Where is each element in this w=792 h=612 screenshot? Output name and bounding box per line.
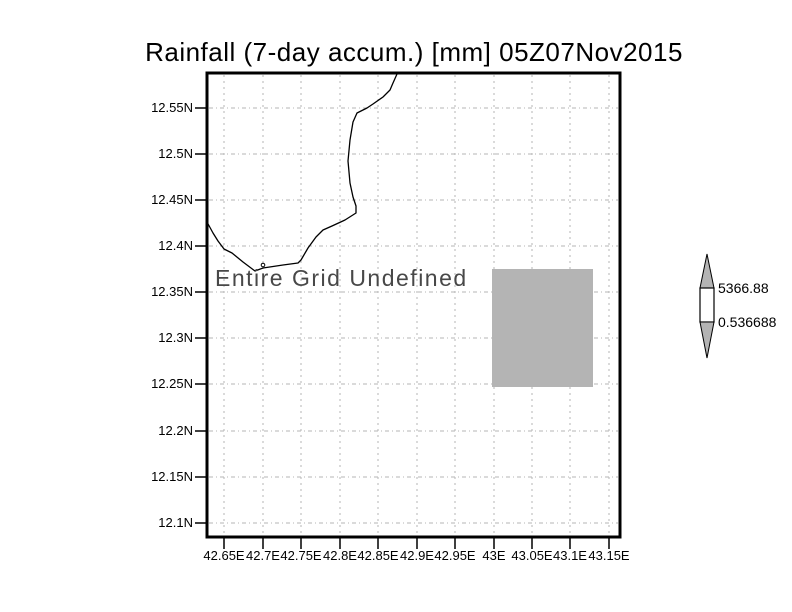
colorbar-min-label: 0.536688: [718, 314, 777, 330]
lon-tick-label: 42.65E: [203, 548, 245, 563]
lat-tick-label: 12.55N: [151, 100, 193, 115]
islet-marker: [260, 262, 266, 268]
coastline: [206, 73, 398, 272]
lon-tick-label: 43.05E: [511, 548, 553, 563]
colorbar-upper-arrow: [699, 253, 715, 289]
lat-tick-label: 12.4N: [158, 238, 193, 253]
undefined-notice: Entire Grid Undefined: [215, 265, 468, 291]
plot-title: Rainfall (7-day accum.) [mm] 05Z07Nov201…: [145, 37, 683, 67]
lon-tick-label: 42.85E: [357, 548, 399, 563]
lat-tick-label: 12.15N: [151, 469, 193, 484]
colorbar: [699, 253, 715, 359]
lat-tick-label: 12.5N: [158, 146, 193, 161]
colorbar-body: [699, 287, 715, 323]
shaded-data-region: [492, 269, 593, 387]
lon-tick-label: 42.75E: [280, 548, 322, 563]
colorbar-lower-arrow: [699, 321, 715, 359]
lon-tick-label: 42.8E: [323, 548, 357, 563]
lon-tick-label: 42.7E: [246, 548, 280, 563]
plot-frame: [205, 71, 622, 539]
colorbar-max-label: 5366.88: [718, 280, 769, 296]
lat-tick-label: 12.1N: [158, 515, 193, 530]
lon-tick-label: 43.1E: [553, 548, 587, 563]
lat-tick-label: 12.3N: [158, 330, 193, 345]
bottom-axis-ticks: [223, 538, 610, 549]
horizontal-gridlines: [209, 107, 618, 524]
left-axis-ticks: [195, 107, 206, 524]
lat-tick-label: 12.2N: [158, 423, 193, 438]
lat-tick-label: 12.25N: [151, 376, 193, 391]
axis-ticks: [195, 107, 610, 549]
lat-tick-label: 12.35N: [151, 284, 193, 299]
lon-tick-label: 42.95E: [434, 548, 476, 563]
lon-tick-label: 42.9E: [400, 548, 434, 563]
lon-tick-label: 43.15E: [588, 548, 630, 563]
lat-tick-label: 12.45N: [151, 192, 193, 207]
lon-tick-label: 43E: [482, 548, 506, 563]
